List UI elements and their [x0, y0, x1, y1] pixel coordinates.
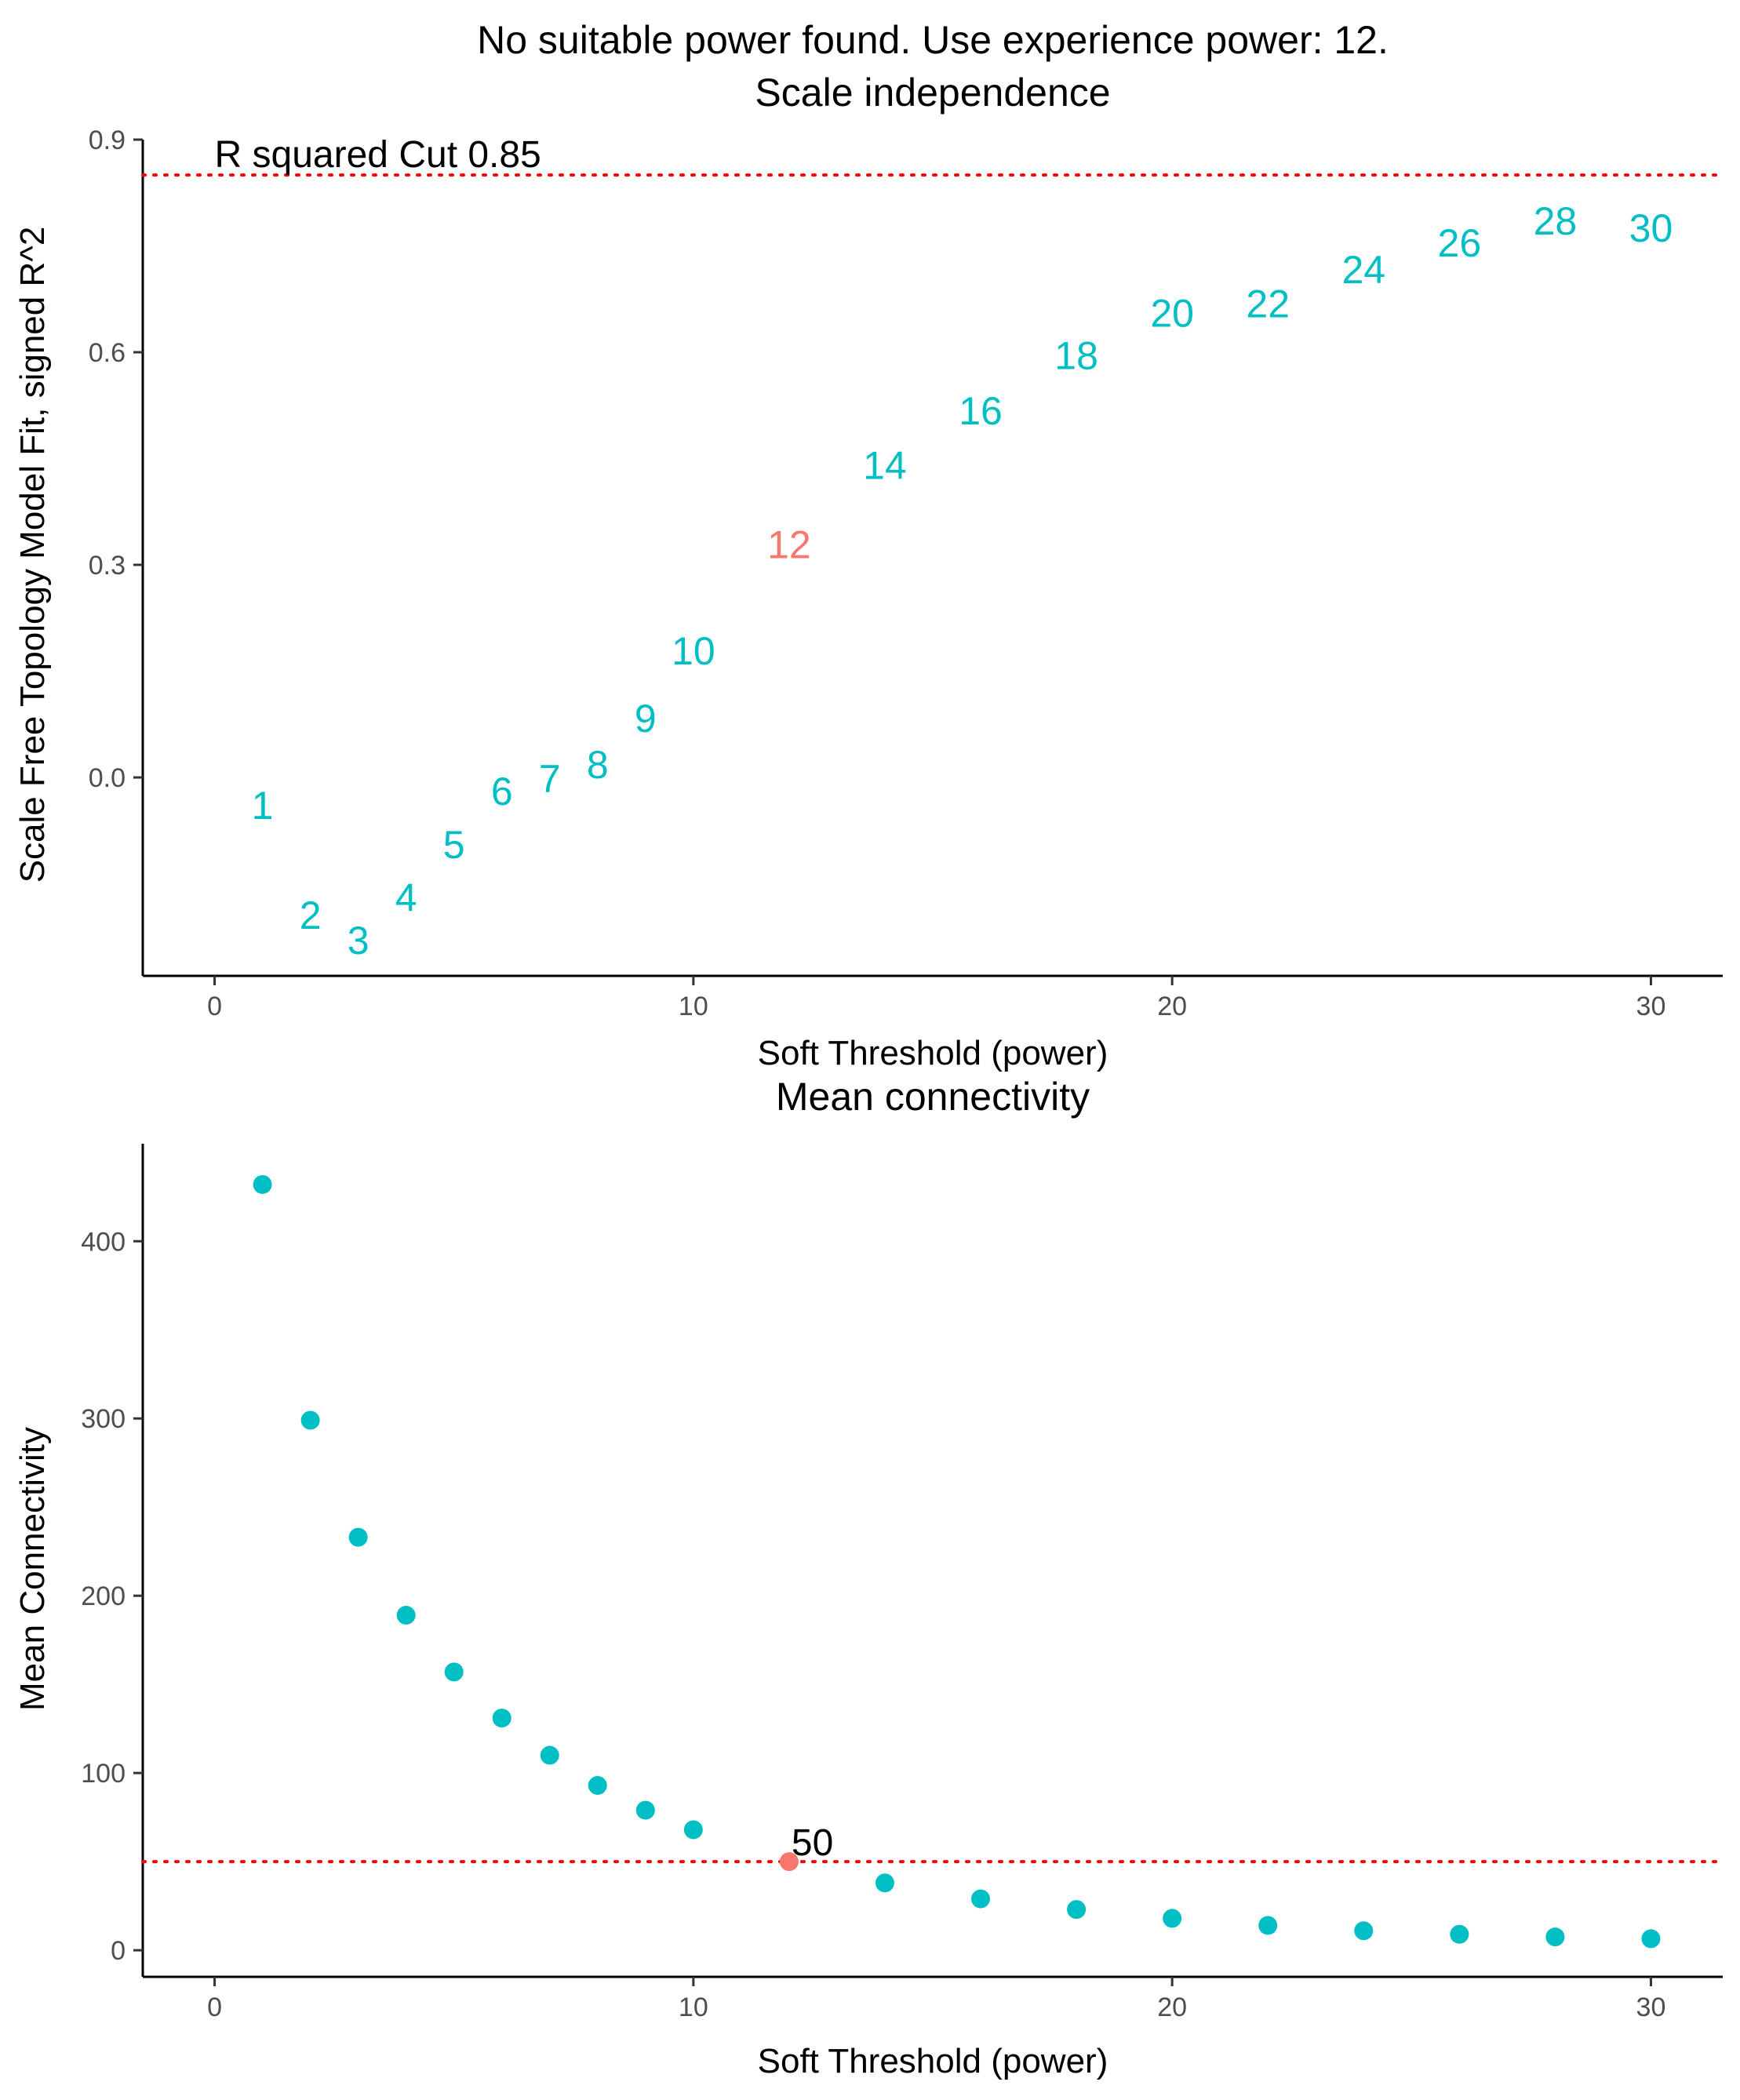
scale-independence-point-label: 22 [1246, 282, 1290, 326]
mean-connectivity-x-tick-label: 0 [207, 1993, 222, 2022]
mean-connectivity-x-axis-title: Soft Threshold (power) [758, 2042, 1108, 2080]
scale-independence-point-label: 3 [348, 919, 369, 963]
scale-independence-y-axis-title: Scale Free Topology Model Fit, signed R^… [13, 227, 52, 883]
scale-independence-marks: 0 10 20 300.00.30.60.9 R squared Cut 0.85123… [89, 126, 1724, 1021]
mean-connectivity-x-tick-label: 30 [1636, 1993, 1666, 2022]
mean-connectivity-point [1067, 1900, 1087, 1920]
scale-independence-point-label: 16 [959, 389, 1003, 433]
mean-connectivity-y-tick-label: 0 [111, 1936, 126, 1966]
mean-connectivity-x-tick-label: 20 [1157, 1993, 1187, 2022]
scale-independence-point-label: 26 [1438, 221, 1482, 265]
scale-independence-cut-line-label: R squared Cut 0.85 [215, 134, 541, 176]
scale-independence-point-label: 12 [767, 523, 811, 567]
scale-independence-title: Scale independence [755, 71, 1110, 115]
scale-independence-point-label: 7 [539, 757, 561, 801]
scale-independence-y-tick-label: 0.3 [89, 551, 126, 581]
mean-connectivity-y-tick-label: 200 [81, 1581, 126, 1611]
scale-independence-point-label: 4 [395, 876, 417, 920]
scale-independence-point-label: 14 [863, 444, 907, 488]
mean-connectivity-point [635, 1800, 655, 1820]
mean-connectivity-cut-line-label: 50 [792, 1822, 833, 1864]
scale-independence-point-label: 1 [252, 784, 274, 828]
mean-connectivity-point [1163, 1909, 1182, 1928]
mean-connectivity-point [348, 1527, 368, 1547]
mean-connectivity-point [588, 1775, 607, 1795]
mean-connectivity-point [683, 1820, 703, 1840]
mean-connectivity-y-tick-label: 400 [81, 1227, 126, 1257]
scale-independence-x-tick-label: 10 [679, 992, 708, 1021]
scale-independence-point-label: 5 [443, 823, 465, 867]
mean-connectivity-point [1354, 1921, 1374, 1941]
mean-connectivity-point [971, 1889, 991, 1909]
mean-connectivity-title: Mean connectivity [776, 1075, 1090, 1119]
scale-independence-point-label: 8 [587, 743, 609, 787]
scale-independence-y-tick-label: 0.6 [89, 338, 126, 368]
scale-independence-x-tick-label: 0 [207, 992, 222, 1021]
scale-independence-point-label: 10 [672, 629, 715, 673]
mean-connectivity-point [300, 1410, 320, 1430]
mean-connectivity-point [253, 1174, 272, 1194]
scale-independence-point-label: 24 [1341, 248, 1385, 292]
scale-independence-point-label: 28 [1534, 199, 1578, 243]
scale-independence-point-label: 20 [1150, 291, 1194, 335]
mean-connectivity-point [1641, 1929, 1661, 1949]
mean-connectivity-panel: Mean connectivity Soft Threshold (power)… [13, 1075, 1724, 2080]
mean-connectivity-x-tick-label: 10 [679, 1993, 708, 2022]
scale-independence-x-tick-label: 20 [1157, 992, 1187, 1021]
mean-connectivity-point [540, 1745, 559, 1765]
scale-independence-point-label: 30 [1629, 206, 1673, 250]
scale-independence-point-label: 9 [635, 697, 657, 741]
mean-connectivity-point [875, 1873, 894, 1893]
scale-independence-y-tick-label: 0.9 [89, 126, 126, 155]
scale-independence-x-axis-title: Soft Threshold (power) [758, 1034, 1108, 1072]
mean-connectivity-point [1258, 1916, 1278, 1935]
mean-connectivity-point [779, 1852, 799, 1872]
mean-connectivity-point [492, 1709, 511, 1728]
mean-connectivity-point [444, 1662, 464, 1682]
scale-independence-point-label: 6 [491, 770, 513, 813]
main-title: No suitable power found. Use experience … [477, 18, 1389, 62]
mean-connectivity-point [1545, 1927, 1565, 1947]
mean-connectivity-y-axis-title: Mean Connectivity [13, 1427, 52, 1711]
scale-independence-y-tick-label: 0.0 [89, 763, 126, 793]
mean-connectivity-y-tick-label: 300 [81, 1404, 126, 1434]
scale-independence-panel: Scale independence Soft Threshold (power… [13, 71, 1724, 1072]
mean-connectivity-point [396, 1606, 416, 1625]
scale-independence-point-label: 2 [300, 894, 322, 937]
mean-connectivity-point [1450, 1924, 1469, 1944]
mean-connectivity-y-tick-label: 100 [81, 1759, 126, 1789]
scale-independence-point-label: 18 [1054, 334, 1098, 378]
scale-independence-x-tick-label: 30 [1636, 992, 1666, 1021]
